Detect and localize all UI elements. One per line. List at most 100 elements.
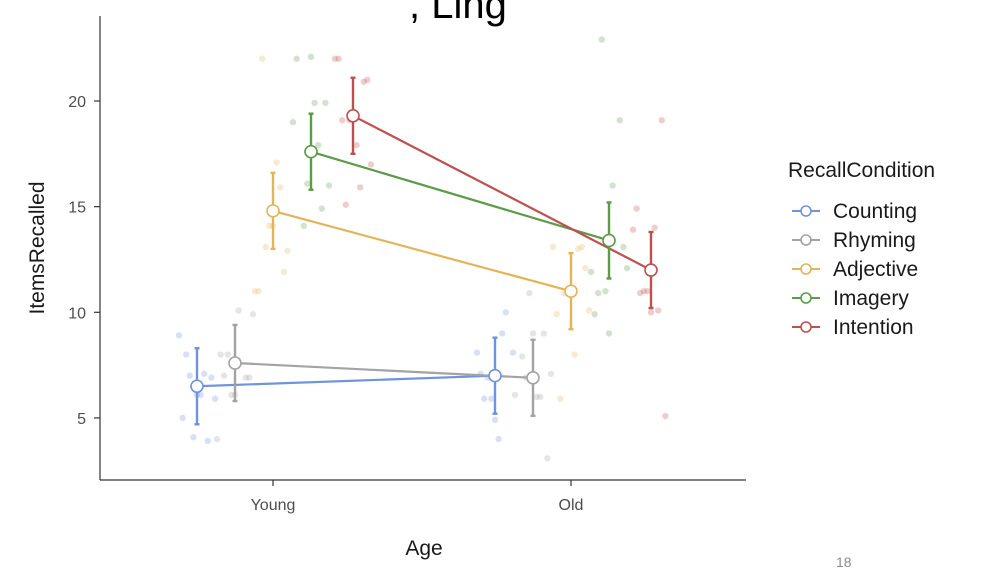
raw-point: [499, 330, 506, 337]
mean-points: [190, 108, 658, 394]
legend-key-marker: [800, 234, 812, 246]
raw-point: [655, 307, 662, 314]
raw-point: [495, 435, 502, 443]
raw-point: [325, 182, 333, 189]
raw-point: [557, 395, 564, 402]
mean-point: [488, 368, 502, 383]
raw-point: [537, 393, 544, 401]
raw-point: [491, 416, 499, 424]
raw-point: [633, 205, 640, 212]
raw-point: [544, 455, 551, 462]
mean-point: [564, 284, 578, 298]
raw-point: [616, 117, 623, 124]
raw-point: [578, 243, 585, 251]
raw-point: [213, 435, 221, 443]
raw-point: [623, 264, 631, 272]
raw-point: [235, 307, 242, 314]
mean-point: [526, 371, 540, 385]
raw-point: [488, 395, 495, 402]
page-number: 18: [836, 554, 852, 570]
raw-point: [204, 437, 211, 445]
raw-point: [251, 287, 259, 295]
raw-point: [273, 159, 280, 166]
raw-point: [647, 309, 655, 316]
raw-point: [318, 205, 325, 212]
y-tick-label: 5: [77, 411, 86, 428]
raw-point: [293, 55, 300, 62]
raw-point: [280, 268, 287, 276]
legend-label: Imagery: [833, 287, 909, 310]
raw-point: [598, 36, 605, 43]
raw-point: [311, 99, 318, 107]
y-axis-title: ItemsRecalled: [26, 181, 49, 314]
legend-label: Intention: [833, 316, 914, 339]
mean-point: [304, 144, 318, 159]
raw-point: [529, 330, 537, 337]
raw-point: [221, 372, 228, 379]
series-line: [352, 114, 652, 272]
raw-point: [331, 55, 339, 62]
raw-point: [360, 78, 367, 85]
raw-point: [473, 349, 481, 356]
raw-point: [289, 118, 297, 126]
series-line: [196, 374, 496, 388]
x-axis-ticks: Young Old: [251, 480, 583, 514]
raw-point: [637, 289, 644, 297]
x-tick-label: Young: [251, 497, 296, 514]
raw-point: [300, 222, 307, 230]
legend-label: Adjective: [833, 258, 918, 281]
slide-title-fragment: , Ling: [409, 0, 507, 27]
raw-point: [609, 182, 616, 189]
mean-point: [228, 356, 242, 370]
raw-point: [571, 351, 578, 358]
raw-point: [201, 370, 208, 377]
mean-point: [190, 379, 204, 394]
raw-point: [342, 201, 349, 208]
raw-point: [540, 330, 547, 337]
raw-point: [228, 391, 235, 399]
raw-point: [502, 309, 509, 316]
raw-point: [224, 351, 231, 358]
raw-point: [357, 184, 364, 191]
raw-point: [553, 311, 560, 318]
raw-point: [629, 226, 637, 233]
legend-key-marker: [800, 205, 812, 217]
raw-point: [595, 289, 602, 297]
y-tick-label: 20: [68, 94, 86, 111]
raw-point: [364, 76, 371, 84]
legend: RecallCondition Counting Rhyming Adjective…: [788, 159, 935, 339]
raw-point: [304, 180, 311, 187]
raw-point: [322, 99, 329, 107]
mean-point: [266, 204, 280, 218]
raw-point: [190, 433, 197, 441]
mean-point: [346, 108, 360, 123]
mean-point: [602, 233, 616, 248]
legend-key-marker: [800, 292, 812, 304]
raw-point: [186, 372, 193, 379]
mean-point: [644, 263, 658, 277]
raw-point: [511, 391, 519, 399]
raw-point: [339, 117, 346, 124]
legend-label: Rhyming: [833, 229, 916, 252]
raw-point: [509, 349, 517, 356]
raw-point: [519, 353, 526, 360]
raw-point: [307, 53, 315, 61]
raw-point: [526, 289, 533, 297]
x-axis-title: Age: [405, 537, 442, 560]
mean-lines: [196, 114, 652, 388]
raw-point: [175, 332, 183, 339]
raw-point: [575, 245, 582, 253]
legend-title: RecallCondition: [788, 159, 935, 182]
raw-point: [481, 395, 488, 402]
series-line: [234, 361, 534, 379]
raw-point: [644, 287, 651, 295]
raw-point: [585, 307, 593, 314]
raw-point: [246, 374, 253, 381]
raw-point: [284, 247, 291, 255]
raw-point: [179, 414, 186, 422]
raw-point: [255, 287, 262, 295]
raw-point: [183, 351, 190, 358]
raw-point: [335, 55, 342, 62]
raw-point: [266, 222, 273, 230]
